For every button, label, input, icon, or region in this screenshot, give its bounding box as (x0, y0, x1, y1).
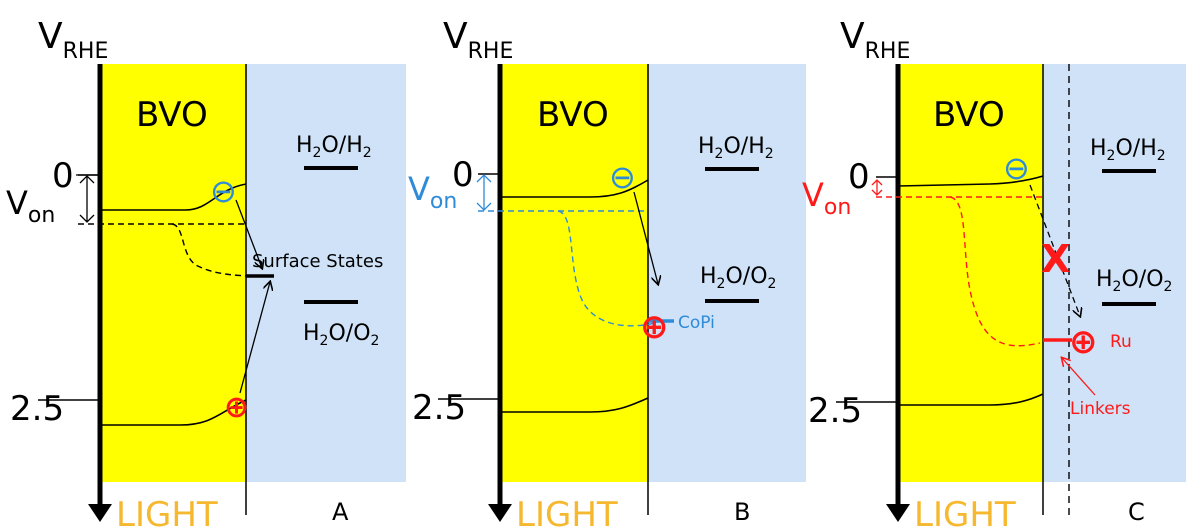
bvo-region (100, 64, 246, 482)
conduction-band (897, 175, 1044, 187)
bvo-region (898, 64, 1043, 482)
von-label: Von (802, 176, 851, 220)
tick-low: 2.5 (808, 391, 862, 431)
tick-zero: 0 (452, 155, 474, 195)
blocked-cross: X (1041, 237, 1070, 281)
hole-transfer-arrow (239, 282, 270, 394)
conduction-band (500, 179, 649, 198)
electrolyte-region (1043, 64, 1186, 482)
axis-arrowhead (886, 504, 910, 522)
axis-arrowhead (88, 504, 112, 522)
panel-a: VRHE BVO 0 2.5 Von Surface States ⊖ ⊕ H2… (6, 16, 406, 528)
panel-b: VRHE BVO 0 2.5 Von CoPi ⊖ ⊕ H2O/H2 H2O/O… (408, 16, 806, 528)
material-label: BVO (537, 95, 609, 135)
valence-band (898, 393, 1044, 406)
copi-label: CoPi (678, 313, 715, 333)
hole-symbol: ⊕ (1069, 322, 1098, 362)
surface-states-label: Surface States (252, 251, 383, 272)
electron-symbol: ⊖ (1003, 149, 1030, 187)
linkers-label: Linkers (1070, 399, 1131, 419)
linkers-pointer-arrow (1062, 358, 1096, 396)
light-label: LIGHT (914, 495, 1016, 528)
axis-label: VRHE (38, 16, 108, 64)
h2o-o2-label: H2O/O2 (303, 321, 379, 349)
panel-letter: A (332, 498, 349, 526)
electrolyte-region (648, 64, 806, 482)
electrolyte-region (246, 64, 406, 482)
electron-symbol: ⊖ (210, 172, 237, 210)
hole-symbol: ⊕ (640, 307, 669, 347)
von-label: Von (408, 170, 457, 214)
valence-band (100, 399, 247, 426)
h2o-o2-label: H2O/O2 (700, 264, 776, 292)
quasi-fermi-hole (171, 223, 259, 277)
quasi-fermi-hole (949, 196, 1041, 347)
light-label: LIGHT (516, 495, 618, 528)
tick-low: 2.5 (10, 389, 64, 429)
axis-arrowhead (488, 504, 512, 522)
electron-transfer-arrow (633, 191, 658, 284)
h2o-h2-label: H2O/H2 (698, 134, 774, 162)
panel-letter: B (734, 498, 750, 526)
tick-zero: 0 (848, 157, 870, 197)
axis-label: VRHE (840, 16, 910, 64)
von-label: Von (6, 184, 55, 228)
hole-symbol: ⊕ (224, 390, 249, 425)
valence-band (500, 397, 649, 413)
blocked-electron-arrow (1029, 184, 1080, 316)
light-label: LIGHT (116, 495, 218, 528)
ru-label: Ru (1110, 332, 1132, 352)
material-label: BVO (933, 95, 1005, 135)
panel-c: VRHE BVO 0 2.5 Von ⊕ Ru Linkers ⊖ X H2O/… (802, 16, 1186, 528)
material-label: BVO (136, 95, 208, 135)
h2o-o2-label: H2O/O2 (1096, 267, 1172, 295)
axis-label: VRHE (443, 16, 513, 64)
electron-transfer-arrow (235, 199, 262, 268)
tick-low: 2.5 (412, 388, 466, 428)
electron-symbol: ⊖ (609, 158, 636, 196)
h2o-h2-label: H2O/H2 (1090, 136, 1166, 164)
panel-letter: C (1128, 498, 1145, 526)
conduction-band (100, 183, 247, 211)
tick-zero: 0 (52, 156, 74, 196)
h2o-h2-label: H2O/H2 (296, 133, 372, 161)
